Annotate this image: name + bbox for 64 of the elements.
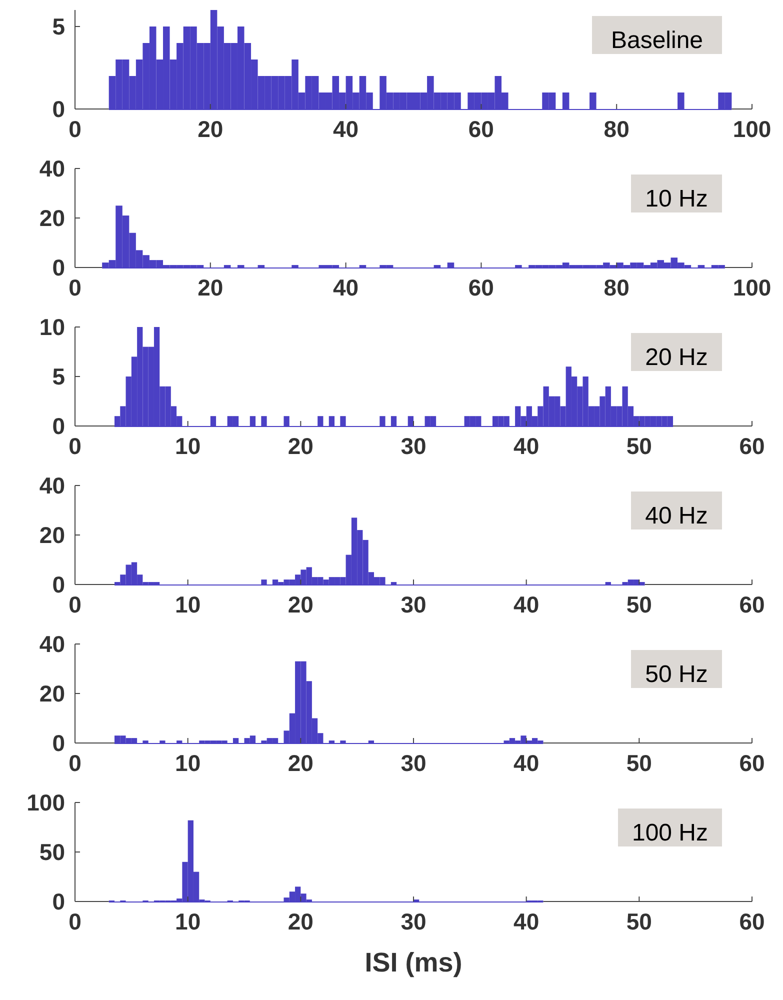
x-tick-label: 20 (198, 274, 224, 300)
x-tick-label: 40 (514, 750, 540, 776)
x-tick-label: 10 (175, 908, 201, 934)
y-tick-label: 0 (52, 96, 65, 122)
x-tick-label: 50 (626, 433, 652, 459)
x-tick-label: 20 (288, 908, 314, 934)
y-tick-label: 5 (52, 364, 66, 390)
text: 20 Hz (645, 344, 708, 371)
x-tick-label: 0 (68, 433, 82, 459)
x-tick-label: 60 (739, 433, 765, 459)
x-tick-label: 30 (400, 592, 426, 618)
y-tick-label: 0 (52, 730, 65, 756)
x-tick-label: 30 (400, 750, 426, 776)
x-tick-label: 50 (626, 750, 652, 776)
x-tick-label: 20 (288, 433, 314, 459)
x-tick-label: 60 (739, 592, 765, 618)
text: 40 Hz (645, 502, 708, 530)
x-tick-label: 20 (288, 750, 314, 776)
y-tick-label: 0 (52, 413, 65, 439)
x-tick-label: 0 (68, 592, 82, 618)
x-tick-label: 50 (626, 908, 652, 934)
x-tick-label: 60 (468, 116, 494, 142)
x-tick-label: 40 (514, 908, 540, 934)
x-tick-label: 50 (626, 592, 652, 618)
y-tick-label: 0 (52, 572, 65, 598)
x-tick-label: 60 (739, 908, 765, 934)
y-tick-label: 40 (39, 631, 65, 657)
x-tick-label: 100 (732, 116, 772, 142)
y-tick-label: 0 (52, 888, 65, 914)
y-tick-label: 0 (52, 254, 65, 280)
text: 50 Hz (645, 661, 708, 688)
y-tick-label: 20 (39, 522, 65, 548)
x-tick-label: 60 (739, 750, 765, 776)
y-tick-label: 40 (39, 156, 65, 182)
text: 100 Hz (632, 820, 708, 846)
x-axis-title: ISI (ms) (364, 948, 462, 978)
x-tick-label: 20 (198, 116, 224, 142)
text: Baseline (610, 27, 704, 54)
x-tick-label: 40 (514, 592, 540, 618)
y-tick-label: 100 (26, 790, 65, 816)
x-tick-label: 0 (68, 116, 82, 142)
y-tick-label: 40 (39, 472, 65, 498)
x-tick-label: 80 (604, 116, 630, 142)
x-tick-label: 30 (400, 433, 426, 459)
y-tick-label: 50 (39, 839, 65, 865)
x-tick-label: 40 (333, 274, 359, 300)
x-tick-label: 40 (514, 433, 540, 459)
x-tick-label: 40 (333, 116, 359, 142)
x-tick-label: 80 (604, 274, 630, 300)
x-tick-label: 10 (175, 750, 201, 776)
x-tick-label: 10 (175, 433, 201, 459)
y-tick-label: 10 (39, 314, 65, 340)
x-tick-label: 10 (175, 592, 201, 618)
text: 10 Hz (645, 186, 708, 212)
y-tick-label: 20 (39, 680, 65, 706)
y-tick-label: 5 (52, 14, 66, 40)
x-tick-label: 100 (732, 274, 772, 300)
x-tick-label: 0 (68, 750, 82, 776)
x-tick-label: 0 (68, 274, 82, 300)
y-tick-label: 20 (39, 205, 65, 231)
x-tick-label: 30 (400, 908, 426, 934)
x-tick-label: 20 (288, 592, 314, 618)
x-tick-label: 0 (68, 908, 82, 934)
x-tick-label: 60 (468, 274, 494, 300)
